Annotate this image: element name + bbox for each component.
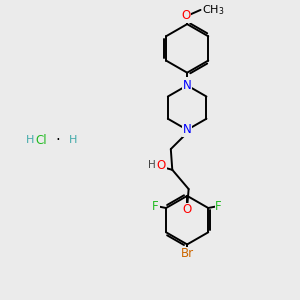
Text: ·: · (56, 133, 60, 148)
Text: F: F (215, 200, 222, 213)
Text: N: N (183, 77, 191, 90)
Text: Br: Br (181, 248, 194, 260)
Text: Cl: Cl (36, 134, 47, 147)
Text: H: H (148, 160, 155, 170)
Text: CH$_3$: CH$_3$ (202, 3, 224, 17)
Text: F: F (152, 200, 159, 213)
Text: O: O (157, 159, 166, 172)
Text: O: O (182, 203, 192, 216)
Text: N: N (183, 79, 191, 92)
Text: N: N (183, 123, 191, 136)
Text: H: H (68, 135, 77, 145)
Text: O: O (181, 9, 190, 22)
Text: H: H (26, 135, 34, 145)
